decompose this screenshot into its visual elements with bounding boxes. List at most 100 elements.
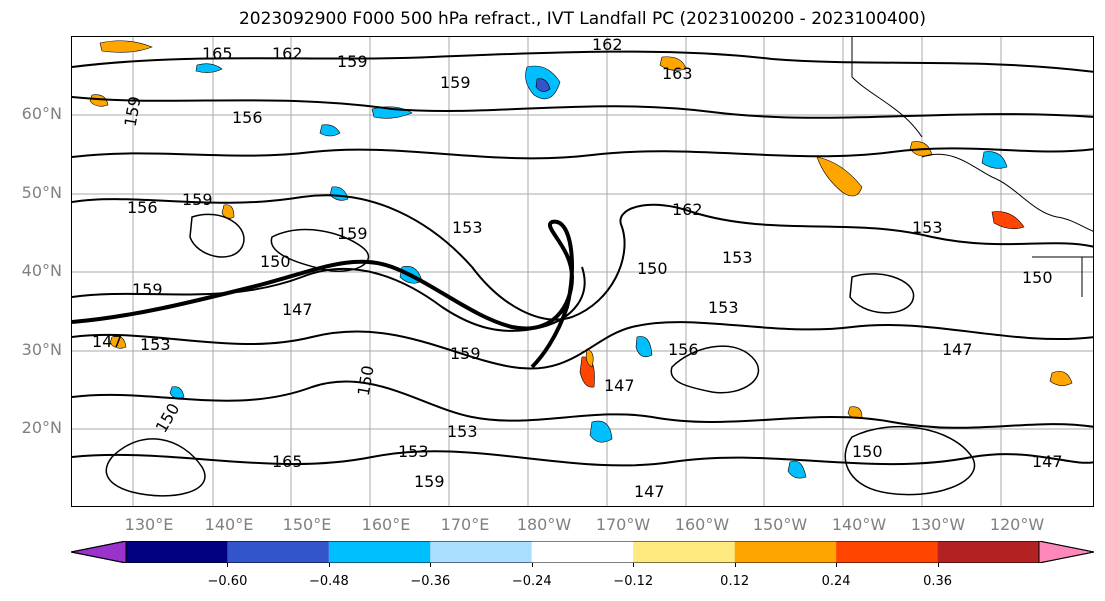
shade-patch bbox=[847, 406, 863, 419]
contour-label: 147 bbox=[942, 340, 973, 359]
lon-label-150e: 150°E bbox=[282, 515, 332, 534]
lat-label-30n: 30°N bbox=[21, 340, 62, 359]
contour-label: 159 bbox=[450, 344, 481, 363]
colorbar-segment bbox=[126, 541, 228, 563]
lon-label-130w: 130°W bbox=[910, 515, 966, 534]
contour-label: 159 bbox=[337, 224, 368, 243]
shade-patch bbox=[659, 56, 687, 71]
lon-label-180w: 180°W bbox=[516, 515, 572, 534]
contour-label: 153 bbox=[708, 298, 739, 317]
contour-label: 165 bbox=[202, 44, 233, 63]
contour-label: 159 bbox=[121, 95, 145, 128]
contour-label: 156 bbox=[232, 108, 263, 127]
colorbar-tick-mark bbox=[227, 563, 228, 567]
lon-label-120w: 120°W bbox=[989, 515, 1045, 534]
colorbar-tick-mark bbox=[836, 563, 837, 567]
lon-label-130e: 130°E bbox=[124, 515, 174, 534]
contour-label: 150 bbox=[354, 364, 378, 397]
colorbar-segment bbox=[836, 541, 938, 563]
lat-label-60n: 60°N bbox=[21, 104, 62, 123]
contour-label: 162 bbox=[272, 44, 303, 63]
contour-label: 150 bbox=[152, 400, 184, 436]
shade-patch bbox=[329, 186, 349, 201]
contour-label: 162 bbox=[592, 37, 623, 54]
coastlines bbox=[851, 37, 1093, 297]
contour-label: 156 bbox=[127, 198, 158, 217]
shade-patch bbox=[1049, 371, 1073, 386]
lat-label-20n: 20°N bbox=[21, 418, 62, 437]
colorbar-tick-mark bbox=[532, 563, 533, 567]
shade-patch bbox=[221, 204, 235, 219]
contour-label: 150 bbox=[1022, 268, 1053, 287]
colorbar-extension-low bbox=[71, 541, 127, 563]
colorbar-tick-label: −0.48 bbox=[308, 574, 349, 589]
shade-patch bbox=[99, 40, 153, 53]
contour-label: 150 bbox=[637, 259, 668, 278]
contour-label: 150 bbox=[852, 442, 883, 461]
colorbar-segment bbox=[531, 541, 634, 563]
contour-label: 150 bbox=[260, 252, 291, 271]
colorbar-tick-mark bbox=[938, 563, 939, 567]
colorbar-tick-label: −0.24 bbox=[511, 574, 552, 589]
contour-label: 163 bbox=[662, 64, 693, 83]
colorbar-tick-label: −0.60 bbox=[207, 574, 248, 589]
contour-label: 147 bbox=[282, 300, 313, 319]
contour-label: 159 bbox=[182, 190, 213, 209]
shade-patch bbox=[169, 386, 185, 399]
colorbar-tick-mark bbox=[735, 563, 736, 567]
contour-label: 147 bbox=[634, 482, 665, 501]
shade-patch bbox=[635, 336, 653, 358]
contour-label: 159 bbox=[337, 52, 368, 71]
shade-patch bbox=[787, 460, 807, 479]
contour-label: 147 bbox=[604, 376, 635, 395]
contour-label: 153 bbox=[140, 335, 171, 354]
map-panel: 165 162 159 159 162 163 159 156 156 159 … bbox=[71, 36, 1094, 507]
colorbar-tick-label: 0.12 bbox=[720, 574, 750, 589]
colorbar-segment bbox=[227, 541, 329, 563]
shade-patch bbox=[195, 63, 223, 73]
contour-label: 147 bbox=[1032, 452, 1063, 471]
lon-label-140e: 140°E bbox=[204, 515, 254, 534]
colorbar bbox=[71, 541, 1094, 563]
contour-label: 159 bbox=[414, 472, 445, 491]
contour-label: 153 bbox=[912, 218, 943, 237]
colorbar-segment bbox=[430, 541, 532, 563]
contour-label: 153 bbox=[398, 442, 429, 461]
colorbar-tick-mark bbox=[329, 563, 330, 567]
contour-label: 153 bbox=[452, 218, 483, 237]
map-title: 2023092900 F000 500 hPa refract., IVT La… bbox=[238, 9, 926, 29]
contour-label: 162 bbox=[672, 200, 703, 219]
lat-label-50n: 50°N bbox=[21, 183, 62, 202]
front-band bbox=[72, 219, 575, 369]
colorbar-extension-high bbox=[1038, 541, 1094, 563]
colorbar-segment bbox=[734, 541, 837, 563]
colorbar-tick-label: −0.36 bbox=[410, 574, 451, 589]
colorbar-segment bbox=[937, 541, 1039, 563]
colorbar-segment bbox=[328, 541, 431, 563]
contour-label: 147 bbox=[92, 332, 123, 351]
contour-label: 153 bbox=[722, 248, 753, 267]
shade-patch bbox=[991, 211, 1025, 230]
contour-labels: 165 162 159 159 162 163 159 156 156 159 … bbox=[92, 37, 1063, 501]
contour-label: 153 bbox=[447, 422, 478, 441]
shade-patch bbox=[585, 348, 594, 368]
shade-patch bbox=[319, 124, 341, 137]
colorbar-tick-label: 0.36 bbox=[923, 574, 953, 589]
colorbar-tick-label: −0.12 bbox=[613, 574, 654, 589]
shaded-patches bbox=[89, 40, 1073, 479]
shade-patch bbox=[535, 78, 551, 92]
colorbar-tick-label: 0.24 bbox=[821, 574, 851, 589]
shade-patch bbox=[109, 335, 127, 349]
contour-label: 159 bbox=[440, 73, 471, 92]
graticule bbox=[72, 37, 1093, 506]
shade-patch bbox=[981, 151, 1008, 169]
lon-label-170w: 170°W bbox=[595, 515, 651, 534]
shade-patch bbox=[89, 94, 109, 107]
lon-label-160e: 160°E bbox=[361, 515, 411, 534]
contour-label: 156 bbox=[668, 340, 699, 359]
colorbar-outline-left bbox=[71, 541, 127, 563]
lon-label-140w: 140°W bbox=[831, 515, 887, 534]
shade-patch bbox=[589, 420, 613, 443]
lat-label-40n: 40°N bbox=[21, 261, 62, 280]
lon-label-170e: 170°E bbox=[440, 515, 490, 534]
